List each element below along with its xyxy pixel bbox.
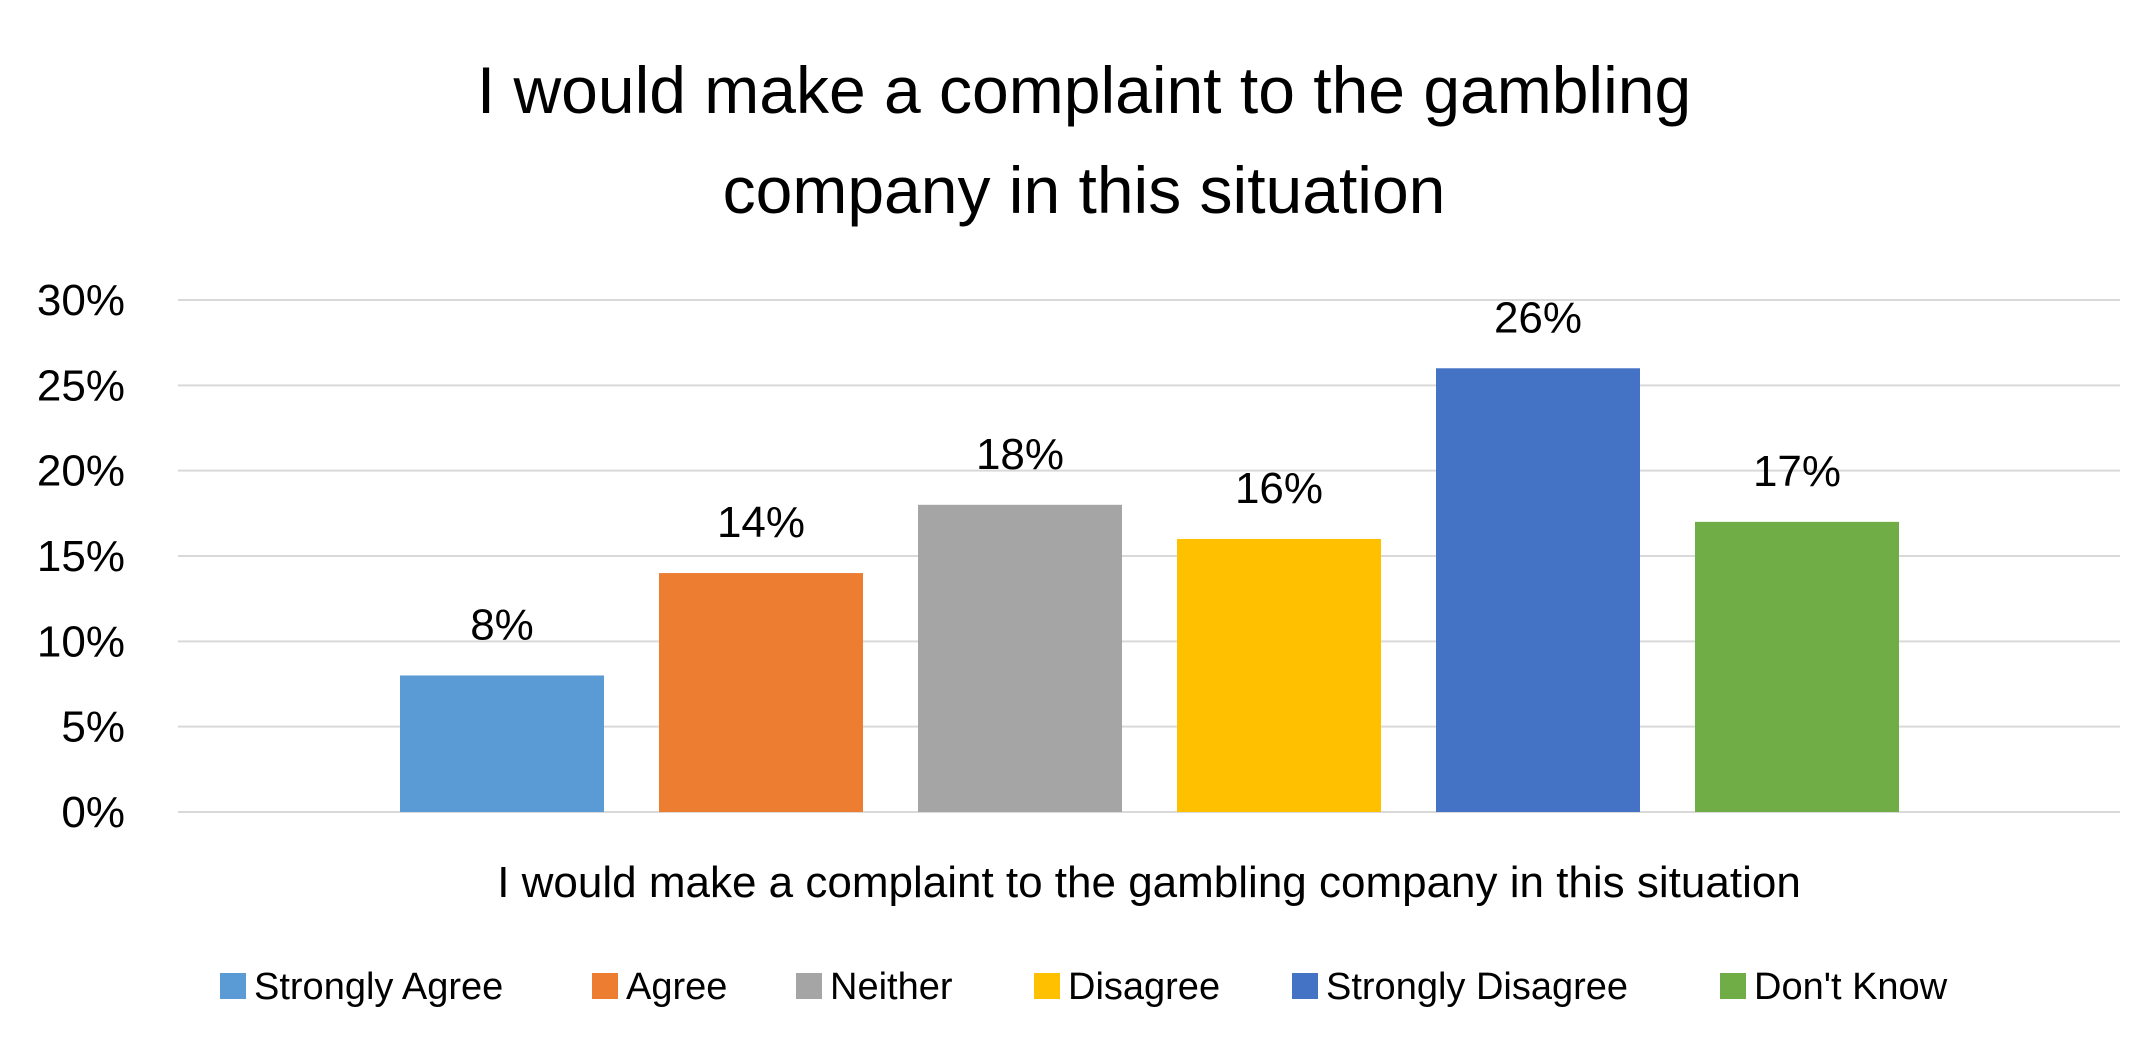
legend-label: Agree [626, 966, 727, 1008]
legend: Strongly Agree Agree Neither Disagree Strong… [220, 966, 1948, 1008]
y-axis-ticks: 30% 25% 20% 15% 10% 5% 0% [37, 276, 125, 837]
data-label: 17% [1753, 447, 1841, 496]
y-tick-label: 15% [37, 532, 125, 581]
y-tick-label: 30% [37, 276, 125, 325]
legend-swatch [220, 973, 246, 999]
legend-label: Disagree [1068, 966, 1220, 1008]
y-tick-label: 20% [37, 447, 125, 496]
chart-title-line-1: I would make a complaint to the gambling [477, 53, 1691, 127]
data-label: 14% [717, 498, 805, 547]
data-labels: 8% 14% 18% 16% 26% 17% [470, 293, 1841, 649]
legend-swatch [1720, 973, 1746, 999]
y-tick-label: 25% [37, 361, 125, 410]
y-tick-label: 0% [61, 788, 125, 837]
bars [400, 368, 1899, 812]
legend-label: Strongly Agree [254, 966, 503, 1008]
bar-disagree [1177, 538, 1381, 812]
bar-strongly-disagree [1436, 368, 1640, 812]
data-label: 16% [1235, 464, 1323, 513]
chart-title-line-2: company in this situation [723, 153, 1446, 227]
bar-neither [918, 504, 1122, 812]
data-label: 26% [1494, 293, 1582, 342]
legend-label: Strongly Disagree [1326, 966, 1628, 1008]
bar-don-t-know [1695, 521, 1899, 812]
y-tick-label: 5% [61, 703, 125, 752]
y-tick-label: 10% [37, 617, 125, 666]
legend-swatch [1292, 973, 1318, 999]
chart-title: I would make a complaint to the gambling… [477, 53, 1691, 227]
legend-label: Don't Know [1754, 966, 1948, 1008]
legend-swatch [592, 973, 618, 999]
legend-label: Neither [830, 966, 953, 1008]
data-label: 8% [470, 600, 534, 649]
bar-agree [659, 573, 863, 812]
x-axis-label: I would make a complaint to the gambling… [497, 858, 1801, 907]
data-label: 18% [976, 430, 1064, 479]
bar-strongly-agree [400, 675, 604, 812]
legend-swatch [1034, 973, 1060, 999]
legend-swatch [796, 973, 822, 999]
